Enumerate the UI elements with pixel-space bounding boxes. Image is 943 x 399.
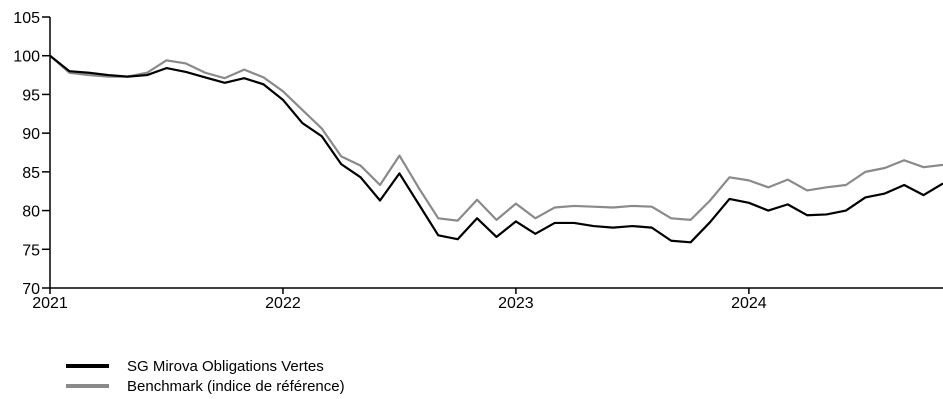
y-tick-label: 90 bbox=[22, 126, 40, 143]
y-tick-label: 80 bbox=[22, 204, 40, 221]
x-tick-label: 2024 bbox=[731, 295, 767, 312]
y-tick-label: 100 bbox=[13, 49, 40, 66]
y-tick-label: 95 bbox=[22, 87, 40, 104]
y-tick-label: 75 bbox=[22, 242, 40, 259]
legend-item-benchmark: Benchmark (indice de référence) bbox=[66, 376, 345, 396]
y-axis: 70 75 80 85 90 95 100 105 bbox=[13, 10, 51, 298]
y-tick-label: 70 bbox=[22, 281, 40, 298]
line-chart: 70 75 80 85 90 95 100 105 2021 2022 2023 2024 bbox=[13, 10, 943, 312]
x-axis: 2021 2022 2023 2024 bbox=[32, 287, 943, 312]
legend-label-fund: SG Mirova Obligations Vertes bbox=[127, 357, 324, 375]
legend: SG Mirova Obligations Vertes Benchmark (… bbox=[66, 356, 345, 396]
series-line-benchmark bbox=[49, 54, 943, 222]
y-tick-label: 85 bbox=[22, 165, 40, 182]
legend-swatch-benchmark bbox=[66, 384, 109, 388]
legend-item-fund: SG Mirova Obligations Vertes bbox=[66, 356, 345, 376]
plot-lines bbox=[49, 54, 943, 244]
legend-swatch-fund bbox=[66, 364, 109, 368]
legend-label-benchmark: Benchmark (indice de référence) bbox=[127, 377, 345, 395]
x-tick-label: 2021 bbox=[32, 295, 68, 312]
y-tick-label: 105 bbox=[13, 10, 40, 27]
x-tick-label: 2023 bbox=[498, 295, 534, 312]
series-line-fund bbox=[49, 54, 943, 244]
x-tick-label: 2022 bbox=[265, 295, 301, 312]
